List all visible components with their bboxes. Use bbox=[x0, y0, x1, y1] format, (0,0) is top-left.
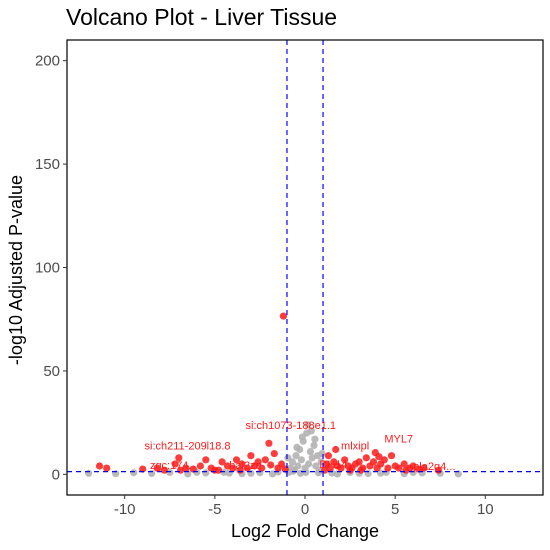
non-significant-point bbox=[293, 443, 301, 451]
significant-point bbox=[326, 464, 334, 472]
significant-point bbox=[395, 464, 403, 472]
significant-point bbox=[95, 462, 104, 470]
significant-point bbox=[218, 458, 226, 466]
non-significant-point bbox=[364, 469, 372, 478]
significant-point bbox=[196, 462, 204, 470]
significant-point bbox=[402, 466, 410, 474]
significant-point bbox=[387, 452, 396, 460]
significant-point bbox=[278, 460, 286, 468]
x-tick-label: 10 bbox=[477, 501, 494, 518]
x-axis-title: Log2 Fold Change bbox=[231, 521, 379, 541]
non-significant-point bbox=[294, 462, 302, 470]
significant-point bbox=[232, 456, 241, 464]
data-points-layer bbox=[85, 312, 462, 478]
significant-point bbox=[341, 456, 349, 464]
non-significant-point bbox=[292, 452, 300, 460]
non-significant-point bbox=[297, 456, 305, 464]
y-axis-title: -log10 Adjusted P-value bbox=[6, 175, 26, 365]
gene-label: DH14 bbox=[319, 459, 347, 471]
significant-point bbox=[420, 464, 428, 472]
significant-point bbox=[324, 452, 332, 460]
significant-point bbox=[355, 458, 363, 466]
gene-label: hal2ze bbox=[229, 460, 261, 472]
significant-point bbox=[103, 464, 111, 472]
significant-point bbox=[375, 453, 383, 461]
significant-point bbox=[211, 466, 219, 474]
significant-point bbox=[279, 312, 287, 320]
non-significant-point bbox=[296, 469, 305, 477]
significant-point bbox=[247, 452, 255, 460]
non-significant-point bbox=[302, 468, 310, 476]
non-significant-point bbox=[306, 448, 314, 456]
non-significant-point bbox=[311, 435, 319, 443]
non-significant-point bbox=[305, 460, 313, 468]
y-tick-label: 100 bbox=[35, 260, 60, 277]
y-tick-label: 50 bbox=[43, 363, 60, 380]
significant-point bbox=[346, 466, 354, 474]
x-tick-label: -5 bbox=[208, 501, 221, 518]
non-significant-point bbox=[310, 441, 318, 449]
significant-point bbox=[258, 464, 266, 472]
gene-label: zgc:174... bbox=[150, 460, 198, 472]
significant-point bbox=[175, 454, 183, 462]
non-significant-point bbox=[314, 469, 323, 477]
y-tick-label: 0 bbox=[52, 466, 60, 483]
non-significant-point bbox=[130, 469, 138, 477]
significant-point bbox=[153, 464, 161, 472]
significant-point bbox=[202, 456, 210, 464]
significant-point bbox=[229, 464, 237, 472]
x-tick-label: 0 bbox=[301, 501, 309, 518]
significant-point bbox=[384, 464, 392, 472]
significant-point bbox=[332, 445, 340, 454]
significant-point bbox=[189, 465, 197, 473]
gene-label: mlxipl bbox=[341, 441, 369, 453]
x-tick-label: -10 bbox=[114, 501, 136, 518]
non-significant-point bbox=[85, 469, 93, 477]
significant-point bbox=[171, 460, 179, 468]
significant-point bbox=[223, 462, 232, 470]
y-tick-label: 150 bbox=[35, 156, 60, 173]
significant-point bbox=[238, 460, 246, 468]
non-significant-point bbox=[202, 469, 210, 477]
significant-point bbox=[337, 464, 345, 472]
non-significant-point bbox=[304, 421, 312, 429]
significant-point bbox=[182, 464, 190, 472]
significant-point bbox=[415, 465, 423, 473]
non-significant-point bbox=[308, 454, 316, 462]
significant-point bbox=[254, 458, 262, 466]
significant-point bbox=[270, 450, 278, 458]
significant-point bbox=[409, 462, 417, 470]
significant-point bbox=[261, 456, 269, 464]
non-significant-point bbox=[307, 427, 315, 435]
y-tick-label: 200 bbox=[35, 53, 60, 70]
threshold-lines-layer bbox=[67, 40, 543, 495]
gene-label: si:ch211-209l18.8 bbox=[145, 441, 231, 453]
significant-point bbox=[369, 458, 378, 466]
gene-label: MYL7 bbox=[384, 433, 413, 445]
gene-label: pla2g4... bbox=[413, 461, 455, 473]
significant-point bbox=[243, 464, 251, 472]
significant-point bbox=[400, 460, 408, 468]
gene-labels-layer: si:ch1073-188e1.1 si:ch211-209l18.8 mlxipl… bbox=[145, 420, 456, 473]
non-significant-point bbox=[298, 433, 306, 441]
significant-point bbox=[380, 456, 388, 464]
gene-label: si:ch1073-188e1.1 bbox=[246, 420, 337, 432]
x-tick-label: 5 bbox=[391, 501, 399, 518]
non-significant-point bbox=[220, 468, 228, 476]
non-significant-point bbox=[318, 450, 326, 458]
significant-point bbox=[357, 466, 365, 474]
significant-point bbox=[267, 461, 275, 469]
non-significant-point bbox=[166, 468, 174, 477]
non-significant-point bbox=[284, 454, 292, 462]
significant-point bbox=[265, 439, 273, 447]
chart-title: Volcano Plot - Liver Tissue bbox=[66, 4, 338, 30]
significant-point bbox=[362, 454, 370, 462]
significant-point bbox=[139, 465, 147, 473]
